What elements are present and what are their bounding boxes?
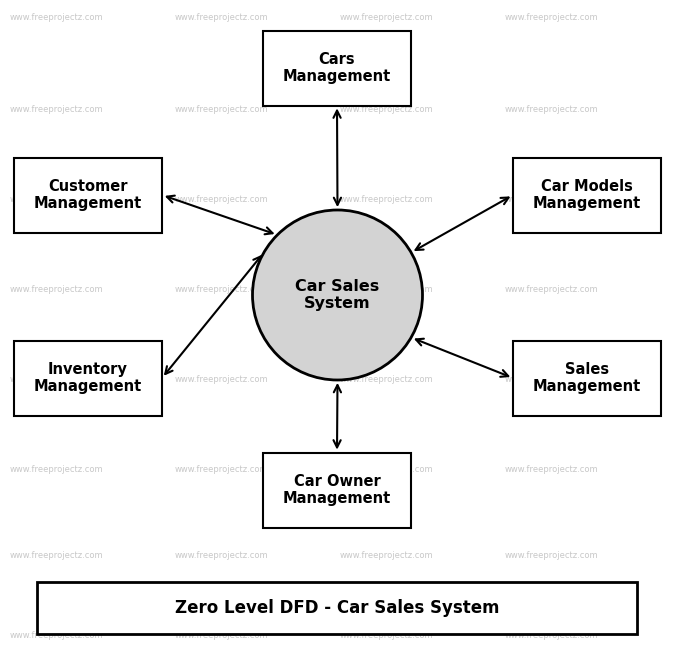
Text: www.freeprojectz.com: www.freeprojectz.com [10, 376, 104, 385]
Text: Zero Level DFD - Car Sales System: Zero Level DFD - Car Sales System [175, 599, 500, 617]
FancyBboxPatch shape [263, 31, 411, 106]
Text: www.freeprojectz.com: www.freeprojectz.com [505, 196, 599, 205]
Text: www.freeprojectz.com: www.freeprojectz.com [175, 106, 269, 115]
Text: www.freeprojectz.com: www.freeprojectz.com [10, 106, 104, 115]
FancyBboxPatch shape [513, 340, 661, 415]
Circle shape [252, 210, 423, 380]
Text: www.freeprojectz.com: www.freeprojectz.com [340, 376, 433, 385]
FancyBboxPatch shape [14, 158, 162, 233]
Text: Car Sales
System: Car Sales System [296, 279, 379, 311]
Text: www.freeprojectz.com: www.freeprojectz.com [175, 466, 269, 475]
Text: www.freeprojectz.com: www.freeprojectz.com [175, 630, 269, 640]
Text: www.freeprojectz.com: www.freeprojectz.com [175, 376, 269, 385]
FancyBboxPatch shape [263, 452, 411, 527]
Text: www.freeprojectz.com: www.freeprojectz.com [175, 286, 269, 295]
Text: Customer
Management: Customer Management [34, 179, 142, 211]
FancyBboxPatch shape [37, 582, 637, 634]
Text: Car Owner
Management: Car Owner Management [283, 474, 391, 506]
Text: www.freeprojectz.com: www.freeprojectz.com [10, 630, 104, 640]
Text: www.freeprojectz.com: www.freeprojectz.com [505, 286, 599, 295]
Text: www.freeprojectz.com: www.freeprojectz.com [505, 630, 599, 640]
Text: www.freeprojectz.com: www.freeprojectz.com [340, 14, 433, 23]
Text: www.freeprojectz.com: www.freeprojectz.com [340, 106, 433, 115]
FancyBboxPatch shape [14, 340, 162, 415]
Text: www.freeprojectz.com: www.freeprojectz.com [340, 466, 433, 475]
Text: www.freeprojectz.com: www.freeprojectz.com [10, 14, 104, 23]
Text: Sales
Management: Sales Management [533, 362, 641, 394]
FancyBboxPatch shape [513, 158, 661, 233]
Text: www.freeprojectz.com: www.freeprojectz.com [505, 550, 599, 559]
Text: www.freeprojectz.com: www.freeprojectz.com [10, 196, 104, 205]
Text: www.freeprojectz.com: www.freeprojectz.com [505, 376, 599, 385]
Text: Inventory
Management: Inventory Management [34, 362, 142, 394]
Text: www.freeprojectz.com: www.freeprojectz.com [340, 196, 433, 205]
Text: www.freeprojectz.com: www.freeprojectz.com [175, 550, 269, 559]
Text: www.freeprojectz.com: www.freeprojectz.com [340, 550, 433, 559]
Text: www.freeprojectz.com: www.freeprojectz.com [340, 286, 433, 295]
Text: www.freeprojectz.com: www.freeprojectz.com [340, 630, 433, 640]
Text: Cars
Management: Cars Management [283, 52, 391, 84]
Text: www.freeprojectz.com: www.freeprojectz.com [505, 14, 599, 23]
Text: www.freeprojectz.com: www.freeprojectz.com [505, 106, 599, 115]
Text: www.freeprojectz.com: www.freeprojectz.com [10, 550, 104, 559]
Text: www.freeprojectz.com: www.freeprojectz.com [175, 196, 269, 205]
Text: www.freeprojectz.com: www.freeprojectz.com [10, 286, 104, 295]
Text: Car Models
Management: Car Models Management [533, 179, 641, 211]
Text: www.freeprojectz.com: www.freeprojectz.com [175, 14, 269, 23]
Text: www.freeprojectz.com: www.freeprojectz.com [505, 466, 599, 475]
Text: www.freeprojectz.com: www.freeprojectz.com [10, 466, 104, 475]
